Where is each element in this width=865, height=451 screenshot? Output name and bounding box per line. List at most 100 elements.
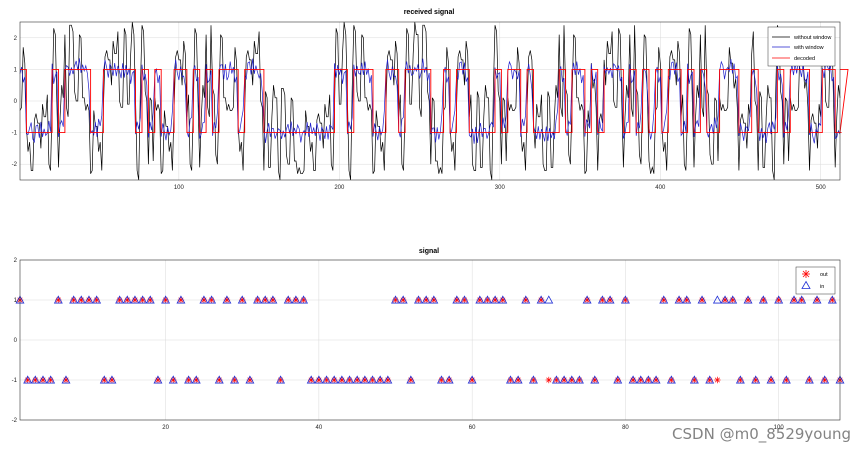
legend-swatch-in	[801, 280, 811, 289]
in-marker	[214, 375, 224, 384]
in-marker	[521, 295, 531, 304]
in-marker	[122, 295, 132, 304]
in-marker	[505, 375, 515, 384]
in-marker	[628, 375, 638, 384]
x-tick-label: 80	[622, 425, 629, 431]
y-tick-label: 0	[14, 338, 18, 344]
y-tick-label: 2	[14, 36, 18, 42]
legend-label-out: out	[820, 272, 828, 278]
in-marker	[53, 295, 63, 304]
in-marker	[383, 375, 393, 384]
in-marker	[337, 375, 347, 384]
chart-title-signal: signal	[419, 248, 439, 255]
series-lines-received-signal	[19, 21, 849, 181]
in-marker	[199, 295, 209, 304]
in-marker	[475, 295, 485, 304]
in-marker	[712, 295, 722, 304]
in-marker	[643, 375, 653, 384]
in-marker	[574, 375, 584, 384]
in-marker	[429, 295, 439, 304]
in-marker	[84, 295, 94, 304]
y-tick-label: -1	[12, 131, 18, 137]
in-marker	[368, 375, 378, 384]
in-marker	[812, 295, 822, 304]
x-tick-label: 300	[495, 185, 506, 191]
in-marker	[482, 295, 492, 304]
in-marker	[789, 295, 799, 304]
in-marker	[659, 295, 669, 304]
in-marker	[551, 375, 561, 384]
legend-label-in: in	[820, 284, 824, 290]
in-marker	[513, 375, 523, 384]
in-marker	[605, 295, 615, 304]
x-tick-label: 500	[816, 185, 827, 191]
in-marker	[253, 295, 263, 304]
in-marker	[597, 295, 607, 304]
in-marker	[99, 375, 109, 384]
y-tick-label: 2	[14, 258, 18, 264]
in-marker	[207, 295, 217, 304]
in-marker	[46, 375, 56, 384]
in-marker	[345, 375, 355, 384]
in-marker	[161, 295, 171, 304]
y-tick-label: 1	[14, 67, 18, 73]
in-marker	[536, 295, 546, 304]
in-marker	[168, 375, 178, 384]
signal-plot: signal 20 40 60 80 100 -2 -1 0 1 2 out in	[12, 248, 845, 431]
in-marker	[774, 295, 784, 304]
in-marker	[76, 295, 86, 304]
in-marker	[781, 375, 791, 384]
x-tick-label: 100	[174, 185, 185, 191]
plot-frame-signal	[19, 259, 841, 421]
in-marker	[797, 295, 807, 304]
plot-frame-received-signal	[19, 21, 841, 181]
in-marker	[567, 375, 577, 384]
series-line-with-window	[19, 58, 841, 144]
x-tick-label: 20	[162, 425, 169, 431]
in-marker	[260, 295, 270, 304]
in-marker	[138, 295, 148, 304]
in-marker	[498, 295, 508, 304]
in-marker	[674, 295, 684, 304]
in-marker	[582, 295, 592, 304]
out-marker-stroke	[546, 377, 552, 383]
in-marker	[69, 295, 79, 304]
series-markers-signal	[15, 295, 845, 384]
y-tick-label: 0	[14, 99, 18, 105]
series-line-decoded	[20, 68, 849, 134]
in-marker	[153, 375, 163, 384]
in-marker	[352, 375, 362, 384]
x-tick-label: 400	[655, 185, 666, 191]
legend-label-without-window: without window	[793, 35, 831, 41]
in-marker	[682, 295, 692, 304]
in-marker	[222, 295, 232, 304]
in-marker	[758, 295, 768, 304]
in-marker	[636, 375, 646, 384]
in-marker	[544, 295, 554, 304]
in-marker	[590, 375, 600, 384]
in-marker	[437, 375, 446, 384]
in-marker	[230, 375, 240, 384]
in-marker	[406, 375, 416, 384]
in-marker	[620, 295, 630, 304]
x-tick-label: 60	[469, 425, 476, 431]
in-marker	[421, 295, 431, 304]
in-marker	[237, 295, 247, 304]
legend-swatch-out	[802, 270, 810, 278]
in-marker	[375, 375, 385, 384]
in-marker	[191, 375, 201, 384]
in-marker	[452, 295, 462, 304]
in-marker	[666, 375, 676, 384]
in-marker	[444, 375, 454, 384]
in-marker	[360, 375, 370, 384]
in-marker	[613, 375, 623, 384]
in-marker	[751, 375, 761, 384]
in-marker	[728, 295, 738, 304]
in-marker	[460, 295, 469, 304]
in-marker	[107, 375, 117, 384]
in-marker	[689, 375, 699, 384]
x-tick-label: 200	[334, 185, 345, 191]
in-marker	[414, 295, 423, 304]
in-marker	[490, 295, 500, 304]
